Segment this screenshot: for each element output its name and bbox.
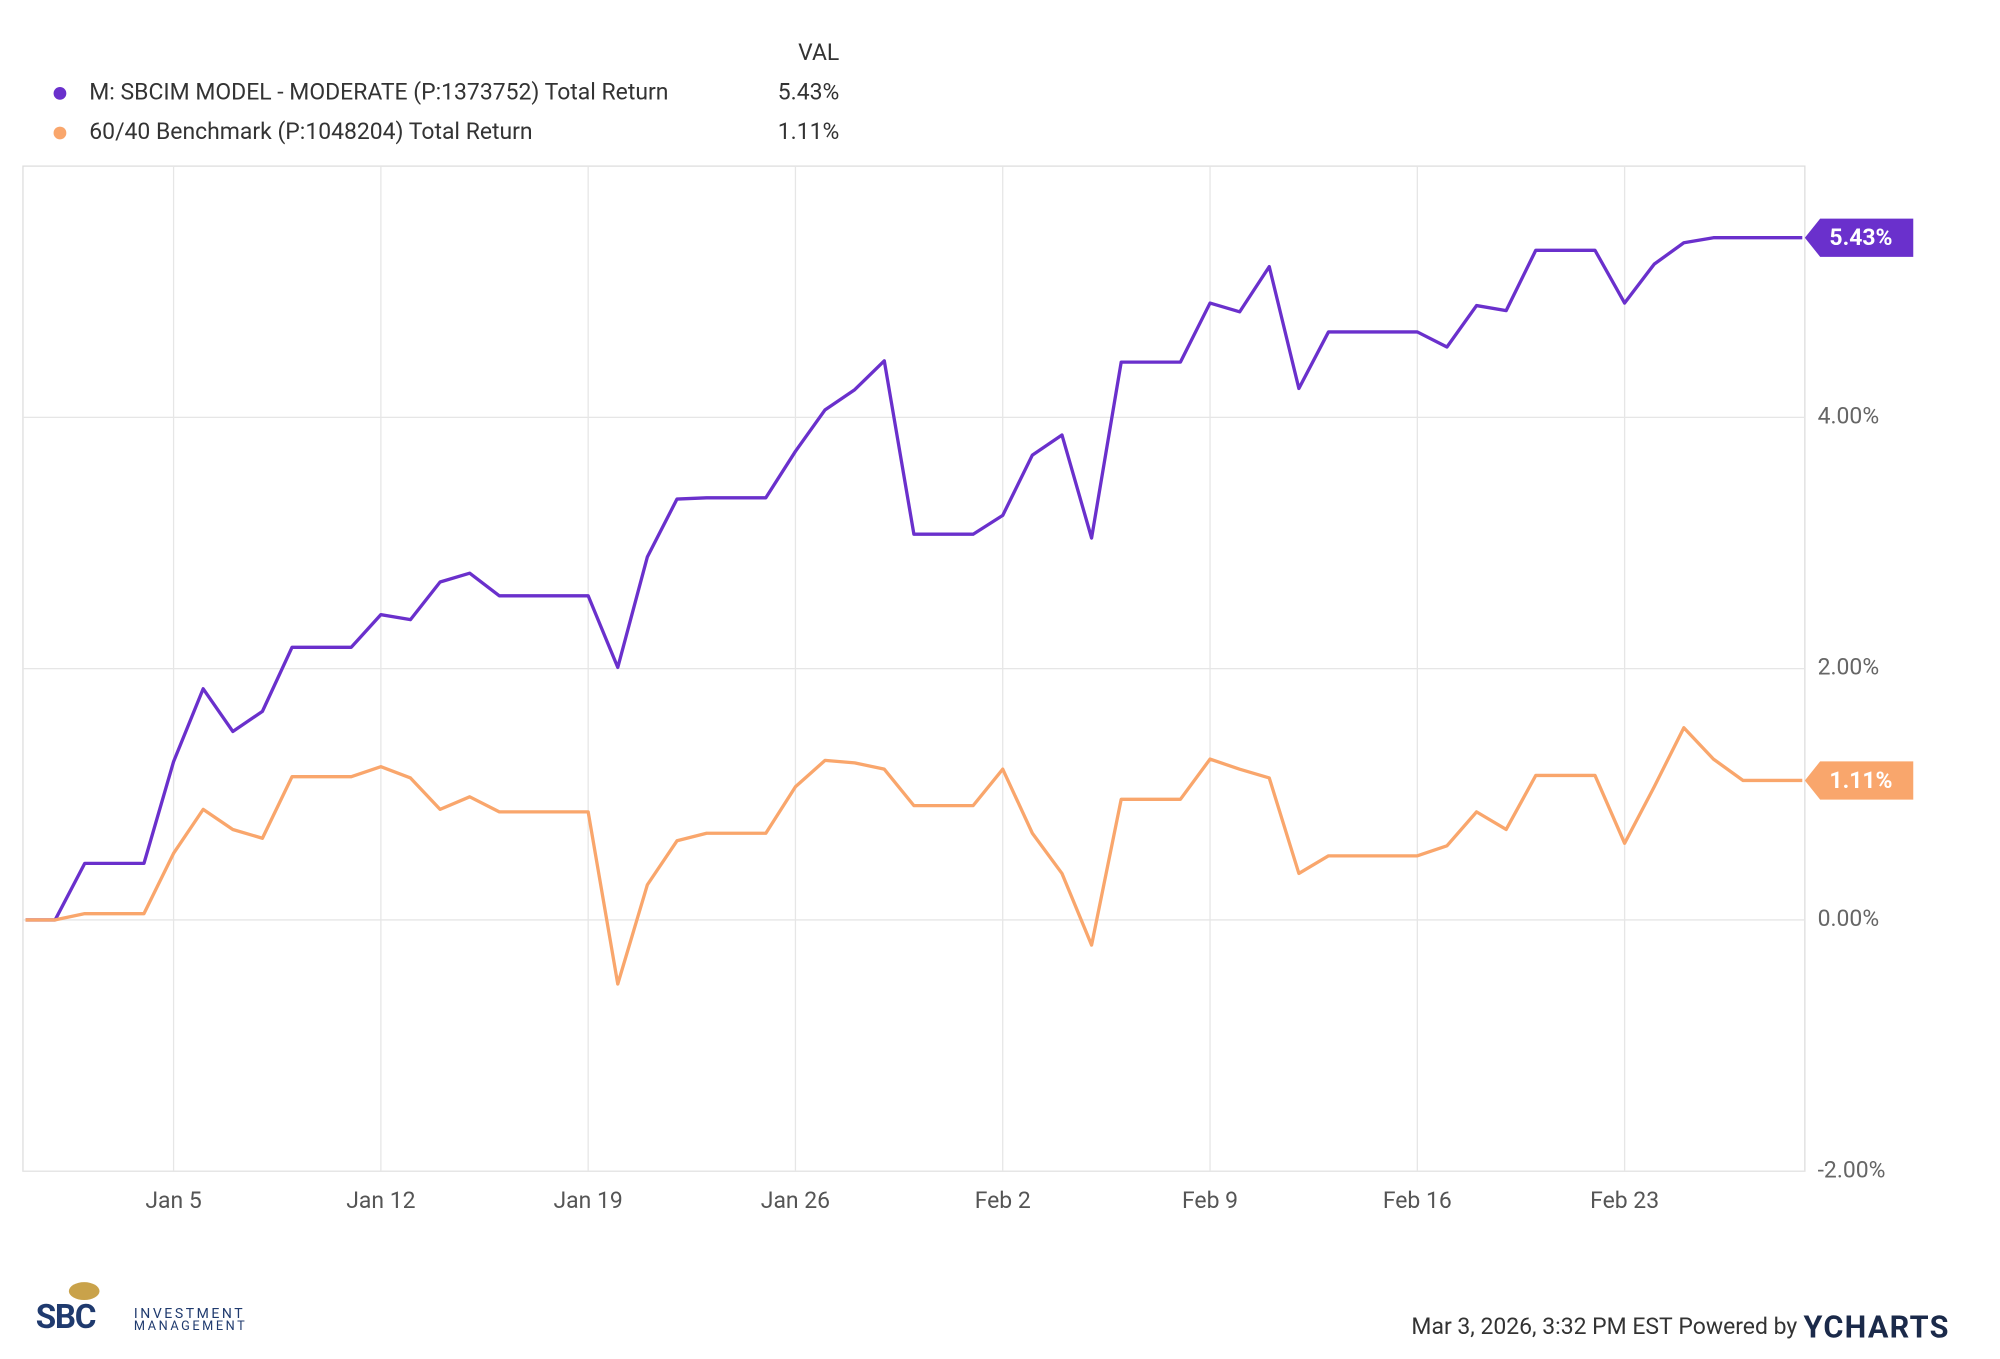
legend-value: 1.11% (778, 118, 840, 145)
x-tick-label: Feb 16 (1383, 1187, 1452, 1214)
x-tick-label: Feb 23 (1590, 1187, 1659, 1214)
x-tick-label: Feb 2 (975, 1187, 1031, 1214)
logo-emblem (68, 1282, 100, 1301)
end-tag-label: 1.11% (1829, 767, 1892, 794)
legend-header: VAL (798, 39, 839, 66)
timestamp: Mar 3, 2026, 3:32 PM EST (1411, 1313, 1673, 1340)
end-tag (1804, 218, 1914, 257)
series-line (25, 236, 1803, 922)
series-line (25, 726, 1803, 986)
legend-marker (53, 126, 67, 140)
y-tick-label: 2.00% (1818, 654, 1880, 681)
brand-logo: YCHARTS (1804, 1310, 1950, 1345)
y-tick-label: 4.00% (1818, 402, 1880, 429)
legend-label: M: SBCIM MODEL - MODERATE (P:1373752) To… (89, 78, 668, 105)
legend-marker (53, 87, 67, 100)
x-tick-label: Jan 5 (145, 1187, 201, 1214)
x-tick-label: Feb 9 (1182, 1187, 1238, 1214)
legend: M: SBCIM MODEL - MODERATE (P:1373752) To… (53, 78, 840, 145)
legend-label: 60/40 Benchmark (P:1048204) Total Return (89, 118, 532, 145)
company-logo: SBC INVESTMENT MANAGEMENT (36, 1282, 247, 1337)
logo-line1: INVESTMENT (134, 1306, 245, 1322)
y-tick-label: 0.00% (1818, 905, 1880, 932)
y-tick-label: -2.00% (1818, 1156, 1886, 1183)
lines (25, 236, 1803, 986)
grid: -2.00% 0.00% 2.00% 4.00% Jan 5 Jan 12 Jan 19 Ja… (22, 166, 1886, 1214)
x-tick-label: Jan 19 (554, 1187, 623, 1214)
powered-by: Powered by (1678, 1313, 1797, 1340)
logo-line2: MANAGEMENT (134, 1319, 247, 1334)
x-tick-label: Jan 12 (346, 1187, 415, 1214)
end-tag-label: 5.43% (1829, 224, 1892, 251)
legend-value: 5.43% (778, 78, 840, 105)
logo-name: SBC (36, 1298, 96, 1337)
end-tag (1804, 761, 1914, 800)
x-tick-label: Jan 26 (761, 1187, 830, 1214)
end-tags: 5.43% 1.11% (1804, 218, 1914, 800)
footer-text: Mar 3, 2026, 3:32 PM EST Powered by (1411, 1313, 1797, 1340)
